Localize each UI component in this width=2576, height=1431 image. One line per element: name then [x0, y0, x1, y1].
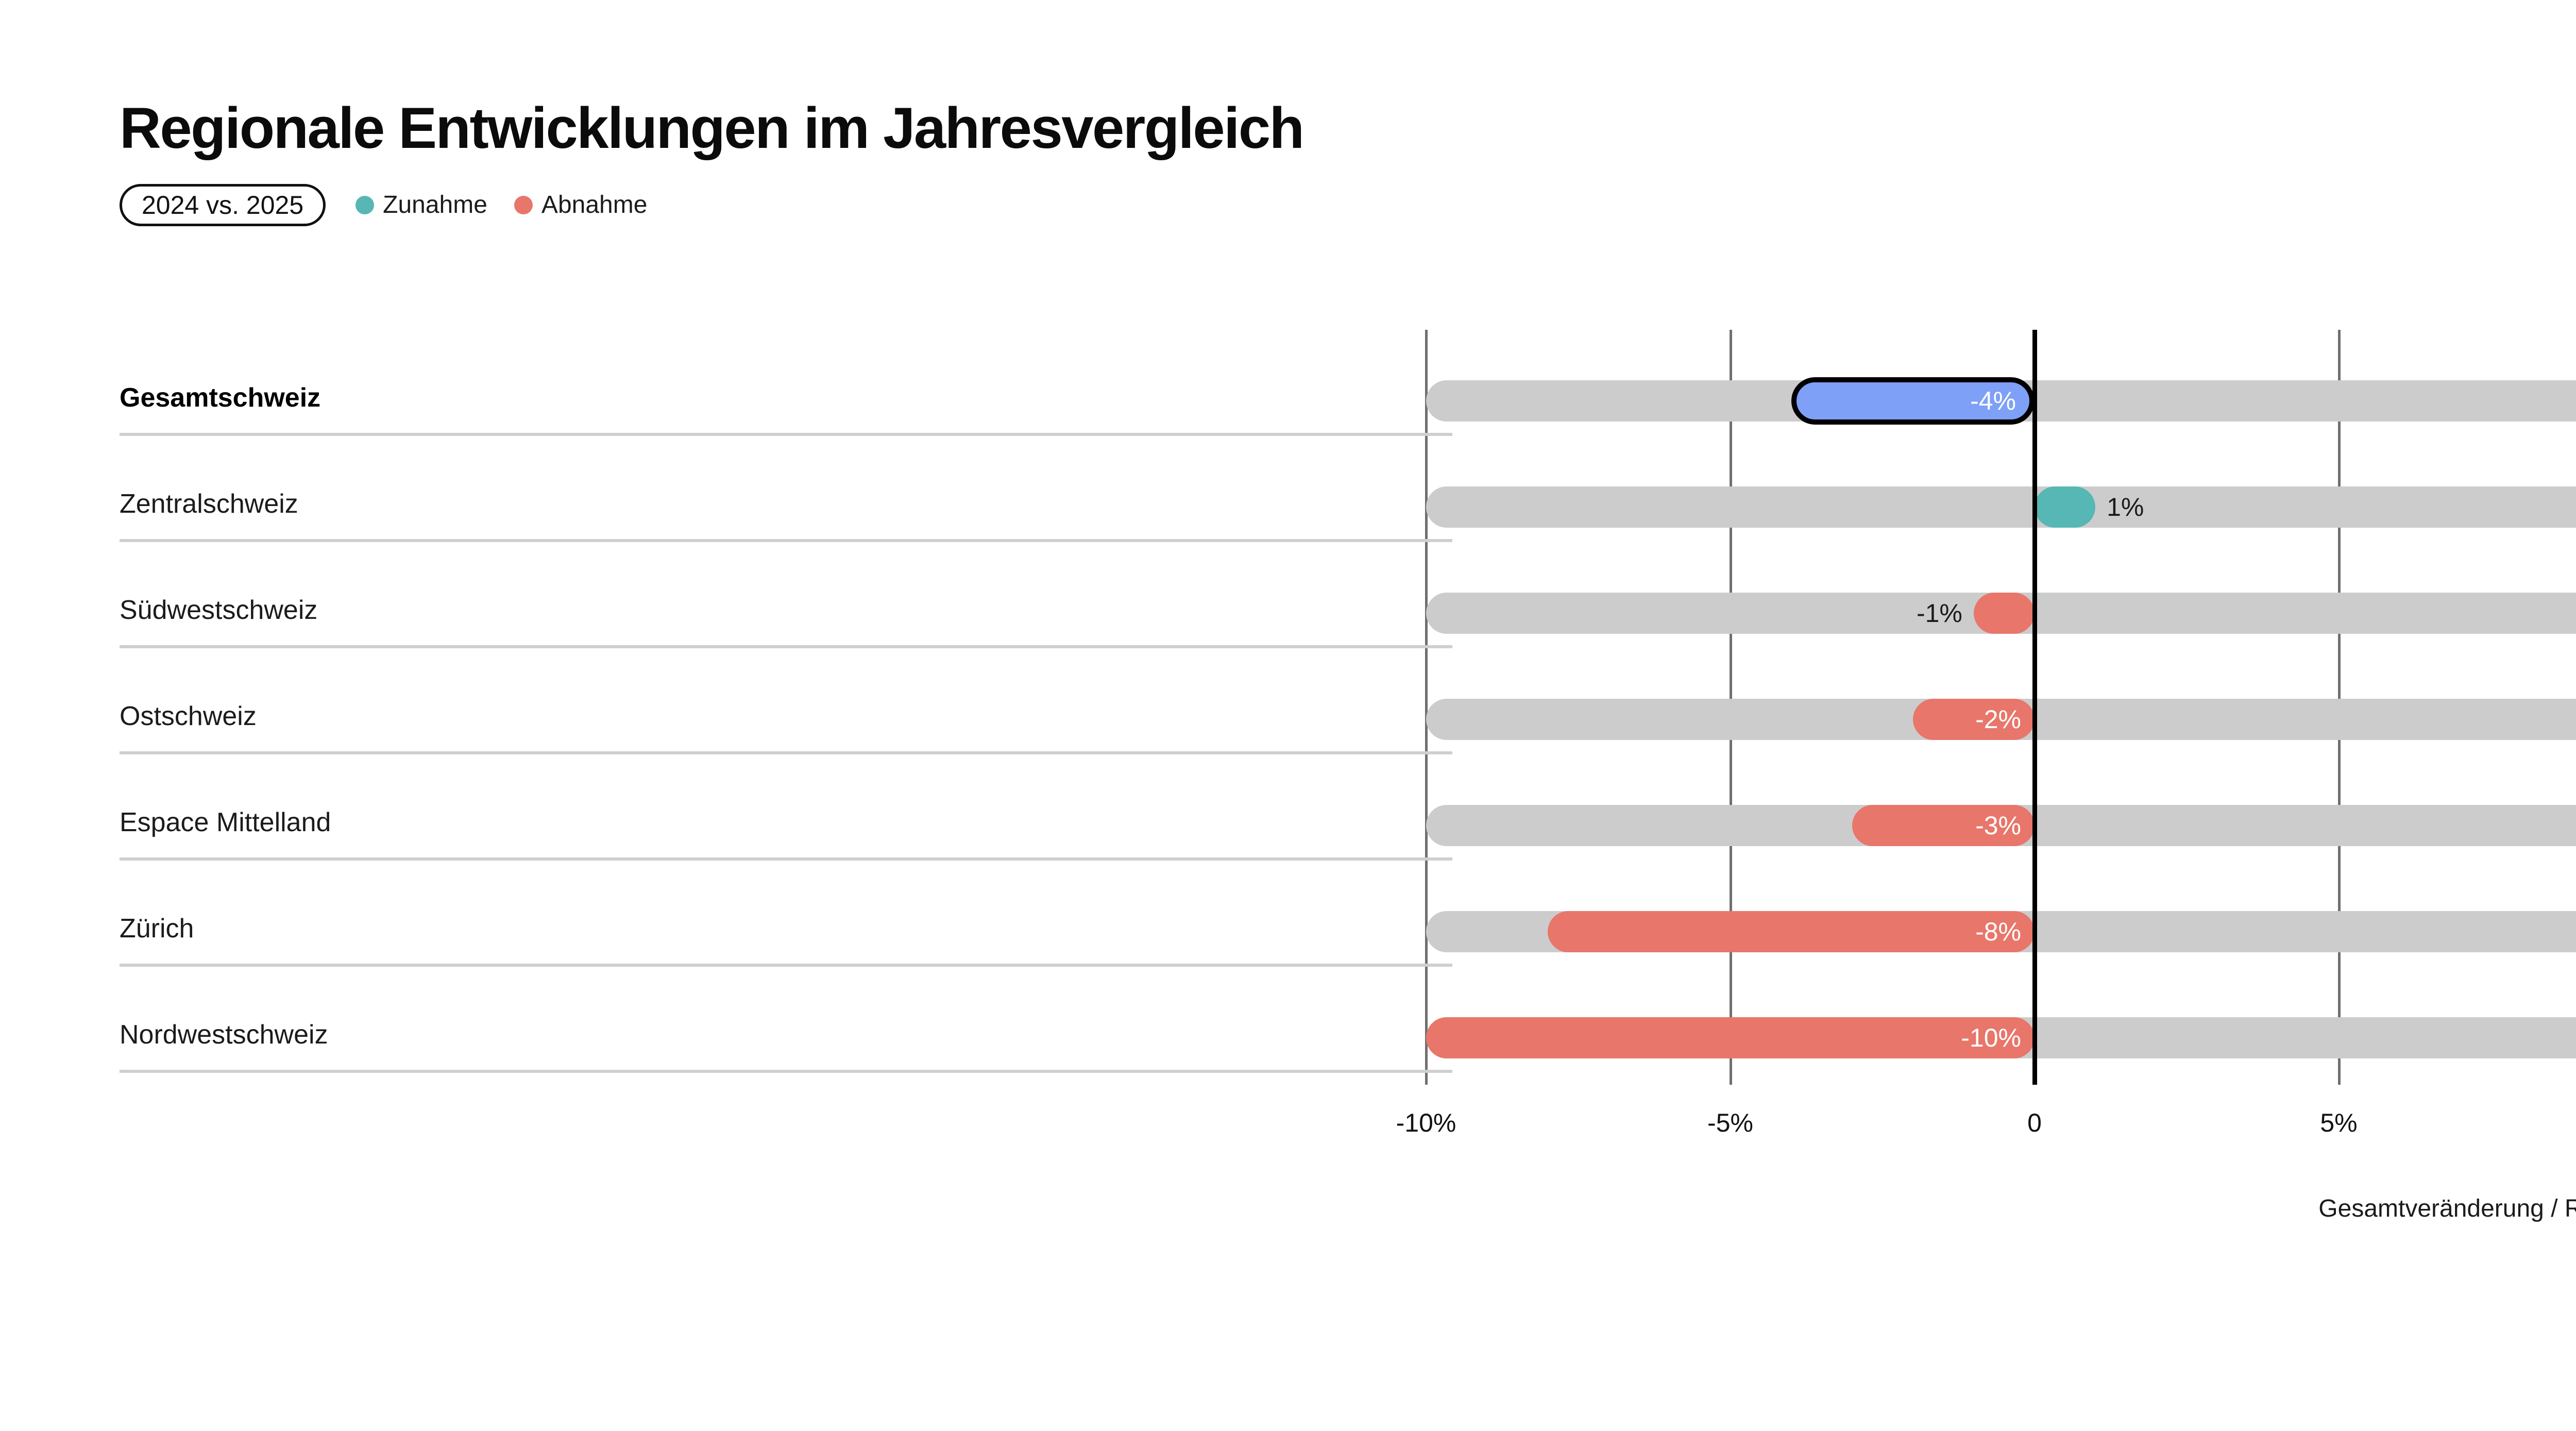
value-bar[interactable]: -2%	[1912, 699, 2035, 740]
axis-tick-label: 0	[2027, 1108, 2042, 1137]
zero-line	[2032, 330, 2037, 1085]
table-row[interactable]: Espace Mittelland -3%	[0, 754, 2576, 861]
row-separator	[120, 857, 1452, 861]
value-bar[interactable]: -8%	[1548, 911, 2035, 952]
subtitle-row: 2024 vs. 2025 Zunahme Abnahme	[120, 181, 2386, 229]
bar-track	[1426, 486, 2576, 528]
row-label: Ostschweiz	[120, 701, 257, 731]
table-row[interactable]: Südwestschweiz -1%	[0, 542, 2576, 648]
table-row[interactable]: Ostschweiz -2%	[0, 648, 2576, 754]
row-separator	[120, 751, 1452, 754]
period-badge[interactable]: 2024 vs. 2025	[120, 183, 326, 226]
gridline	[1425, 330, 1428, 1085]
row-separator	[120, 539, 1452, 542]
table-row[interactable]: Zürich -8%	[0, 861, 2576, 967]
legend-label: Abnahme	[541, 191, 648, 219]
legend-label: Zunahme	[383, 191, 487, 219]
row-separator	[120, 1070, 1452, 1073]
bar-value-label: -10%	[1961, 1023, 2021, 1052]
value-bar[interactable]: -10%	[1426, 1017, 2035, 1058]
chart-header: Regionale Entwicklungen im Jahresverglei…	[120, 98, 2386, 229]
value-bar[interactable]: -4%	[1791, 377, 2035, 425]
axis-caption: Gesamtveränderung / Region	[2318, 1195, 2576, 1222]
row-separator	[120, 964, 1452, 967]
table-row[interactable]: Gesamtschweiz -4%	[0, 330, 2576, 436]
row-label: Nordwestschweiz	[120, 1020, 328, 1050]
axis-tick-label: -5%	[1707, 1108, 1753, 1137]
row-label: Zürich	[120, 914, 194, 944]
row-label: Zentralschweiz	[120, 489, 298, 519]
row-label: Südwestschweiz	[120, 595, 318, 625]
dot-icon	[514, 195, 533, 214]
row-label: Espace Mittelland	[120, 807, 331, 837]
legend-item[interactable]: Abnahme	[514, 191, 647, 219]
row-separator	[120, 645, 1452, 648]
bar-value-label: -2%	[1975, 705, 2021, 734]
dot-icon	[355, 195, 375, 214]
bar-value-label: -8%	[1975, 917, 2021, 946]
bar-value-label: 1%	[2107, 493, 2144, 521]
table-row[interactable]: Nordwestschweiz -10%	[0, 967, 2576, 1073]
axis-tick-label: 5%	[2320, 1108, 2358, 1137]
value-bar[interactable]: -1%	[1917, 593, 2035, 634]
legend: Zunahme Abnahme	[355, 191, 647, 219]
value-bar[interactable]: -3%	[1852, 805, 2035, 846]
legend-item[interactable]: Zunahme	[355, 191, 487, 219]
bar-value-label: -3%	[1975, 811, 2021, 840]
page-title: Regionale Entwicklungen im Jahresverglei…	[120, 96, 1304, 160]
table-row[interactable]: Zentralschweiz 1%	[0, 436, 2576, 542]
value-bar[interactable]: 1%	[2035, 486, 2144, 528]
row-label: Gesamtschweiz	[120, 383, 321, 413]
row-separator	[120, 433, 1452, 436]
axis-tick-label: -10%	[1396, 1108, 1456, 1137]
bar-value-label: -4%	[1970, 386, 2016, 415]
bar-value-label: -1%	[1916, 599, 1962, 628]
